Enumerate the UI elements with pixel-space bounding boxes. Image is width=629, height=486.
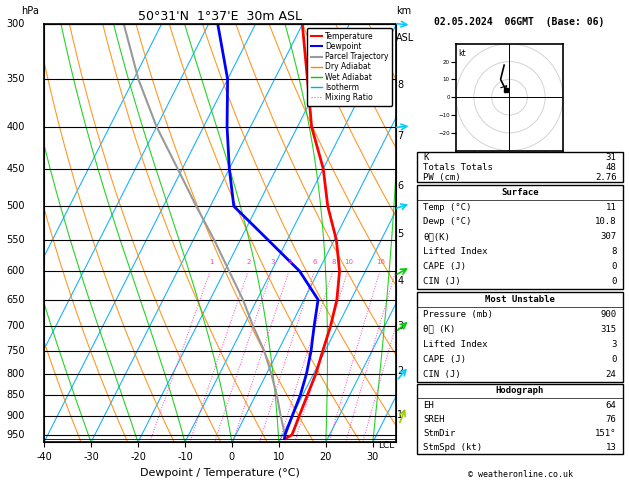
Text: 3: 3 <box>270 259 275 265</box>
Text: CAPE (J): CAPE (J) <box>423 262 466 271</box>
Text: km: km <box>396 6 411 16</box>
Text: Dewp (°C): Dewp (°C) <box>423 218 472 226</box>
Text: 48: 48 <box>606 163 616 172</box>
Text: 0: 0 <box>611 277 616 286</box>
Text: θᴇ (K): θᴇ (K) <box>423 325 455 333</box>
Text: 2.76: 2.76 <box>595 173 616 182</box>
Text: 10: 10 <box>344 259 353 265</box>
Text: 4: 4 <box>288 259 292 265</box>
Text: 5: 5 <box>398 228 404 239</box>
Text: 02.05.2024  06GMT  (Base: 06): 02.05.2024 06GMT (Base: 06) <box>434 17 604 27</box>
Text: θᴇ(K): θᴇ(K) <box>423 232 450 242</box>
Text: Lifted Index: Lifted Index <box>423 340 487 348</box>
Text: Most Unstable: Most Unstable <box>485 295 555 304</box>
Text: 151°: 151° <box>595 429 616 438</box>
Title: 50°31'N  1°37'E  30m ASL: 50°31'N 1°37'E 30m ASL <box>138 10 302 23</box>
Text: 800: 800 <box>6 369 25 379</box>
Text: 76: 76 <box>606 415 616 424</box>
Text: 300: 300 <box>6 19 25 29</box>
Text: CAPE (J): CAPE (J) <box>423 354 466 364</box>
Text: SREH: SREH <box>423 415 445 424</box>
Legend: Temperature, Dewpoint, Parcel Trajectory, Dry Adiabat, Wet Adiabat, Isotherm, Mi: Temperature, Dewpoint, Parcel Trajectory… <box>307 28 392 105</box>
Text: CIN (J): CIN (J) <box>423 277 461 286</box>
Text: 8: 8 <box>398 80 403 90</box>
Text: 400: 400 <box>6 122 25 132</box>
Text: 900: 900 <box>601 310 616 319</box>
Text: K: K <box>423 153 428 162</box>
Text: 3: 3 <box>611 340 616 348</box>
Text: kt: kt <box>458 49 465 58</box>
Text: PW (cm): PW (cm) <box>423 173 461 182</box>
Text: 10.8: 10.8 <box>595 218 616 226</box>
Text: EH: EH <box>423 400 434 410</box>
Text: Temp (°C): Temp (°C) <box>423 203 472 211</box>
Text: 950: 950 <box>6 430 25 440</box>
Text: StmSpd (kt): StmSpd (kt) <box>423 443 482 452</box>
Text: 2: 2 <box>398 366 404 376</box>
Text: 1: 1 <box>209 259 213 265</box>
Text: 900: 900 <box>6 411 25 420</box>
Text: 24: 24 <box>606 369 616 379</box>
Text: 650: 650 <box>6 295 25 305</box>
Text: 750: 750 <box>6 346 25 356</box>
Text: 6: 6 <box>313 259 318 265</box>
Text: Pressure (mb): Pressure (mb) <box>423 310 493 319</box>
Text: 13: 13 <box>606 443 616 452</box>
Text: StmDir: StmDir <box>423 429 455 438</box>
Text: Lifted Index: Lifted Index <box>423 247 487 256</box>
Text: 1: 1 <box>398 410 403 420</box>
Text: 4: 4 <box>398 276 403 286</box>
Text: 700: 700 <box>6 321 25 331</box>
Text: 350: 350 <box>6 74 25 84</box>
Text: 850: 850 <box>6 390 25 400</box>
Text: 6: 6 <box>398 181 403 191</box>
Text: © weatheronline.co.uk: © weatheronline.co.uk <box>468 469 572 479</box>
Text: 8: 8 <box>331 259 336 265</box>
X-axis label: Dewpoint / Temperature (°C): Dewpoint / Temperature (°C) <box>140 468 300 478</box>
Text: 2: 2 <box>247 259 252 265</box>
Text: 31: 31 <box>606 153 616 162</box>
Text: 0: 0 <box>611 354 616 364</box>
Text: Surface: Surface <box>501 188 538 197</box>
Text: Mixing Ratio (g/kg): Mixing Ratio (g/kg) <box>444 187 454 279</box>
Text: 450: 450 <box>6 164 25 174</box>
Text: 500: 500 <box>6 201 25 211</box>
Text: 16: 16 <box>376 259 385 265</box>
Text: Hodograph: Hodograph <box>496 386 544 396</box>
Text: 11: 11 <box>606 203 616 211</box>
Text: 3: 3 <box>398 321 403 331</box>
Text: ASL: ASL <box>396 33 415 43</box>
Text: 307: 307 <box>601 232 616 242</box>
Text: LCL: LCL <box>379 441 395 450</box>
Text: Totals Totals: Totals Totals <box>423 163 493 172</box>
Text: 0: 0 <box>611 262 616 271</box>
Text: CIN (J): CIN (J) <box>423 369 461 379</box>
Text: 64: 64 <box>606 400 616 410</box>
Text: 7: 7 <box>398 131 404 141</box>
Text: 550: 550 <box>6 235 25 245</box>
Text: 315: 315 <box>601 325 616 333</box>
Text: 8: 8 <box>611 247 616 256</box>
Text: hPa: hPa <box>21 6 39 16</box>
Text: 600: 600 <box>6 266 25 276</box>
